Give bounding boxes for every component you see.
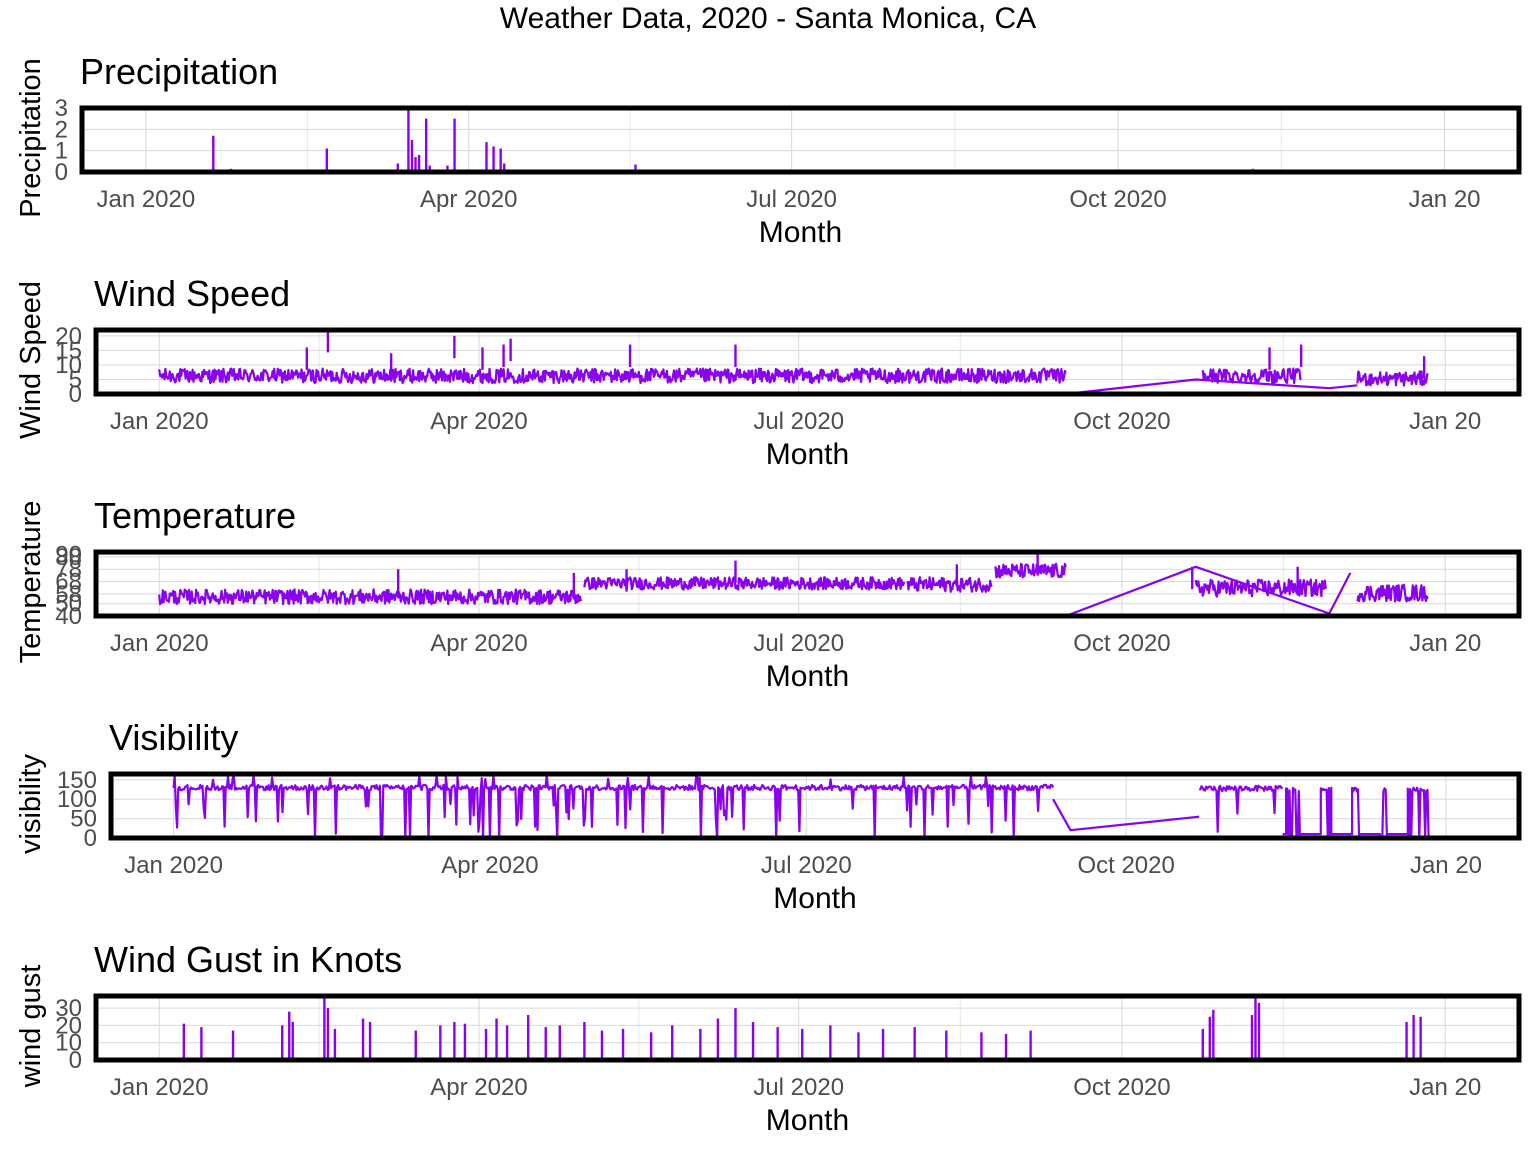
x-axis-label: Month bbox=[773, 882, 856, 915]
series-connector bbox=[1065, 565, 1352, 618]
x-tick-label: Jan 2020 bbox=[124, 852, 223, 879]
y-tick-label: 2 bbox=[55, 116, 68, 143]
panel-title: Temperature bbox=[94, 495, 296, 536]
x-tick-label: Jan 20 bbox=[1408, 186, 1480, 213]
y-tick-label: 1 bbox=[55, 138, 68, 165]
x-tick-label: Apr 2020 bbox=[441, 852, 538, 879]
x-tick-label: Apr 2020 bbox=[430, 630, 527, 657]
x-tick-label: Oct 2020 bbox=[1073, 1074, 1170, 1101]
y-tick-label: 40 bbox=[55, 603, 82, 630]
x-tick-label: Jan 20 bbox=[1409, 408, 1481, 435]
y-tick-label: 5 bbox=[69, 366, 82, 393]
x-tick-label: Jul 2020 bbox=[753, 630, 844, 657]
panel-frame bbox=[79, 105, 1522, 175]
panel-4 bbox=[108, 771, 1522, 841]
x-tick-label: Jan 2020 bbox=[110, 630, 209, 657]
x-tick-label: Jan 20 bbox=[1409, 1074, 1481, 1101]
x-tick-label: Oct 2020 bbox=[1069, 186, 1166, 213]
x-tick-label: Oct 2020 bbox=[1073, 408, 1170, 435]
x-tick-label: Jul 2020 bbox=[746, 186, 837, 213]
series-line bbox=[1194, 578, 1327, 598]
y-axis-label: wind gust bbox=[15, 965, 47, 1089]
x-tick-label: Jan 2020 bbox=[110, 408, 209, 435]
x-tick-label: Jul 2020 bbox=[761, 852, 852, 879]
y-tick-label: 50 bbox=[70, 806, 97, 833]
panel-5 bbox=[93, 993, 1522, 1063]
x-axis-label: Month bbox=[766, 660, 849, 693]
series-line bbox=[1356, 583, 1429, 603]
y-tick-label: 0 bbox=[69, 381, 82, 408]
y-tick-label: 20 bbox=[55, 1012, 82, 1039]
y-tick-label: 50 bbox=[55, 591, 82, 618]
y-tick-label: 15 bbox=[55, 337, 82, 364]
y-tick-label: 58 bbox=[55, 581, 82, 608]
x-tick-label: Jan 20 bbox=[1410, 852, 1482, 879]
series-line bbox=[583, 576, 906, 591]
x-tick-label: Jul 2020 bbox=[753, 1074, 844, 1101]
panel-2 bbox=[93, 327, 1522, 397]
y-tick-label: 20 bbox=[55, 323, 82, 350]
y-axis-label: Wind Speed bbox=[15, 281, 47, 439]
series-line bbox=[906, 576, 993, 593]
y-tick-label: 0 bbox=[69, 1047, 82, 1074]
x-tick-label: Oct 2020 bbox=[1077, 852, 1174, 879]
series-line bbox=[994, 562, 1067, 579]
y-tick-label: 3 bbox=[55, 95, 68, 122]
y-tick-label: 10 bbox=[55, 1030, 82, 1057]
x-tick-label: Jan 20 bbox=[1409, 630, 1481, 657]
y-tick-label: 10 bbox=[55, 352, 82, 379]
x-tick-label: Jan 2020 bbox=[96, 186, 195, 213]
y-axis-label: visibility bbox=[15, 754, 47, 854]
x-tick-label: Oct 2020 bbox=[1073, 630, 1170, 657]
panel-frame bbox=[93, 327, 1522, 397]
panel-title: Precipitation bbox=[80, 51, 278, 92]
series-line bbox=[1201, 367, 1302, 385]
series-connector bbox=[1052, 798, 1200, 832]
x-axis-label: Month bbox=[766, 1104, 849, 1137]
panel-title: Wind Gust in Knots bbox=[94, 939, 402, 980]
series-line bbox=[158, 367, 1067, 385]
y-tick-label: 0 bbox=[84, 825, 97, 852]
y-tick-label: 78 bbox=[55, 556, 82, 583]
x-tick-label: Jul 2020 bbox=[753, 408, 844, 435]
figure-title: Weather Data, 2020 - Santa Monica, CA bbox=[499, 2, 1037, 35]
series-line bbox=[1282, 786, 1430, 840]
panel-3 bbox=[93, 549, 1522, 619]
y-axis-label: Precipitation bbox=[15, 58, 47, 218]
x-axis-label: Month bbox=[759, 216, 842, 249]
y-tick-label: 88 bbox=[55, 544, 82, 571]
y-tick-label: 150 bbox=[57, 767, 97, 794]
panel-frame bbox=[93, 549, 1522, 619]
y-tick-label: 68 bbox=[55, 569, 82, 596]
series-line bbox=[1356, 370, 1429, 387]
y-tick-label: 90 bbox=[55, 541, 82, 568]
panel-title: Visibility bbox=[109, 717, 238, 758]
series-connector bbox=[1065, 378, 1358, 396]
panel-title: Wind Speed bbox=[94, 273, 290, 314]
x-axis-label: Month bbox=[766, 438, 849, 471]
series-line bbox=[172, 774, 1055, 840]
panel-frame bbox=[93, 993, 1522, 1063]
panel-1 bbox=[79, 105, 1522, 175]
y-tick-label: 0 bbox=[55, 159, 68, 186]
x-tick-label: Apr 2020 bbox=[430, 408, 527, 435]
x-tick-label: Jan 2020 bbox=[110, 1074, 209, 1101]
y-tick-label: 30 bbox=[55, 995, 82, 1022]
y-tick-label: 100 bbox=[57, 786, 97, 813]
x-tick-label: Apr 2020 bbox=[420, 186, 517, 213]
series-line bbox=[1199, 784, 1284, 833]
y-axis-label: Temperature bbox=[15, 501, 47, 664]
x-tick-label: Apr 2020 bbox=[430, 1074, 527, 1101]
panel-frame bbox=[108, 771, 1522, 841]
series-line bbox=[158, 588, 582, 606]
